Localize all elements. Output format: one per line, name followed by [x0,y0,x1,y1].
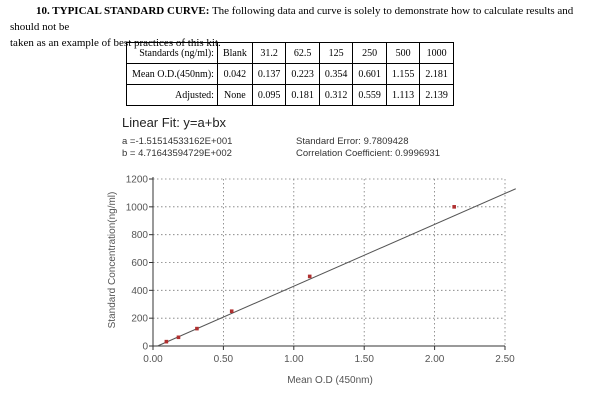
table-row: Standards (ng/ml): Blank 31.2 62.5 125 2… [126,42,454,64]
intro-text: The following data and curve is solely t… [10,5,574,33]
x-tick-label: 1.00 [284,354,304,365]
section-heading: 10. TYPICAL STANDARD CURVE: [36,5,210,17]
data-point [164,339,169,344]
x-tick-label: 2.00 [425,354,445,365]
y-tick-label: 400 [131,286,148,297]
y-tick-label: 1000 [126,202,149,213]
row-label: Adjusted: [126,84,218,106]
table-cell: 1.113 [385,84,421,106]
x-tick-label: 0.50 [214,354,234,365]
x-tick-label: 1.50 [354,354,374,365]
intro-line-1: 10. TYPICAL STANDARD CURVE: The followin… [10,3,594,35]
data-point [307,274,312,279]
y-tick-label: 1200 [126,175,149,186]
fit-title: Linear Fit: y=a+bx [122,115,227,130]
fit-line [157,188,516,347]
y-tick-label: 800 [131,230,148,241]
x-tick-label: 2.50 [495,354,515,365]
table-row: Adjusted: None 0.095 0.181 0.312 0.559 1… [126,84,454,106]
x-tick-label: 0.00 [143,354,163,365]
standards-table: Standards (ng/ml): Blank 31.2 62.5 125 2… [126,42,454,106]
y-tick-label: 0 [142,342,148,353]
fit-standard-error: Standard Error: 9.7809428 [296,136,409,147]
data-point [195,326,199,331]
y-tick-label: 200 [131,314,148,325]
y-tick-label: 600 [131,258,148,269]
table-row: Mean O.D.(450nm): 0.042 0.137 0.223 0.35… [126,63,454,85]
x-axis-label: Mean O.D (450nm) [287,375,373,386]
table-cell: None [216,84,253,106]
fit-correlation-coefficient: Correlation Coefficient: 0.9996931 [296,148,441,159]
table-cell: 2.139 [419,84,454,106]
data-point [452,205,456,209]
row-label: Mean O.D.(450nm): [126,63,218,85]
data-point [176,335,181,340]
fit-slope: b = 4.71643594729E+002 [122,148,232,159]
data-point [229,309,234,314]
table-cell: 0.181 [285,84,320,106]
y-axis-label: Standard Concentration(ng/ml) [107,192,118,329]
fit-intercept: a =-1.51514533162E+001 [122,136,233,147]
